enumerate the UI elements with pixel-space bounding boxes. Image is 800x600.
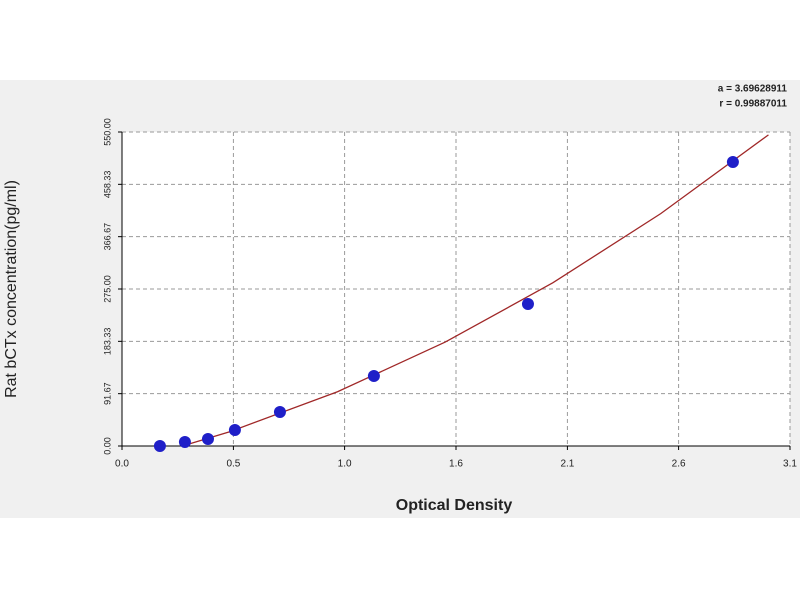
y-tick-label: 183.33	[102, 328, 112, 356]
annotation: r = 0.99887011	[719, 99, 787, 110]
x-tick-label: 3.1	[783, 459, 797, 470]
y-tick-label: 0.00	[102, 437, 112, 455]
data-point	[521, 298, 534, 311]
data-point	[228, 424, 241, 437]
x-tick-label: 0.0	[115, 459, 129, 470]
x-tick-label: 0.5	[226, 459, 240, 470]
annotation: a = 3.69628911	[718, 84, 788, 95]
x-tick-label: 2.1	[560, 459, 574, 470]
data-point	[153, 440, 166, 452]
y-axis-label: Rat bCTx concentration(pg/ml)	[3, 180, 20, 398]
y-tick-label: 91.67	[102, 382, 112, 405]
data-point	[201, 432, 214, 445]
x-axis-label: Optical Density	[396, 497, 513, 514]
y-tick-label: 458.33	[102, 171, 112, 199]
y-tick-label: 366.67	[102, 223, 112, 251]
y-tick-label: 550.00	[102, 118, 112, 146]
x-tick-label: 1.0	[338, 459, 352, 470]
data-point	[273, 405, 286, 418]
data-point	[178, 436, 191, 449]
data-point	[726, 155, 739, 168]
data-point	[367, 370, 380, 383]
y-tick-label: 275.00	[102, 275, 112, 303]
x-tick-label: 2.6	[672, 459, 686, 470]
x-tick-label: 1.6	[449, 459, 463, 470]
